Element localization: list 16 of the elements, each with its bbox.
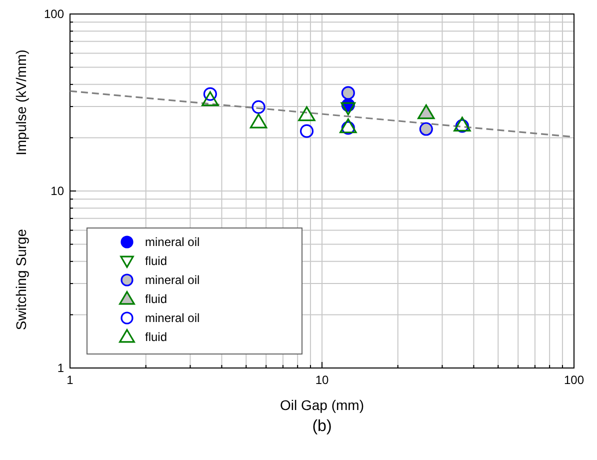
y-tick-label: 1 (57, 361, 64, 375)
x-tick-label: 10 (315, 373, 329, 387)
y-axis-title: Impulse (kV/mm) (13, 50, 29, 156)
x-tick-label: 1 (66, 373, 74, 387)
legend-label: mineral oil (145, 235, 200, 249)
x-tick-label: 100 (564, 373, 584, 387)
legend-label: mineral oil (145, 273, 200, 287)
legend-label: fluid (145, 292, 168, 306)
y-tick-label: 100 (44, 7, 64, 21)
legend-label: fluid (145, 330, 168, 344)
text: (b) (312, 418, 332, 435)
legend-label: mineral oil (145, 311, 200, 325)
legend-label: fluid (145, 254, 168, 268)
y-tick-label: 10 (50, 184, 64, 198)
text: Switching Surge (13, 228, 29, 330)
x-axis-title: Oil Gap (mm) (280, 397, 364, 413)
